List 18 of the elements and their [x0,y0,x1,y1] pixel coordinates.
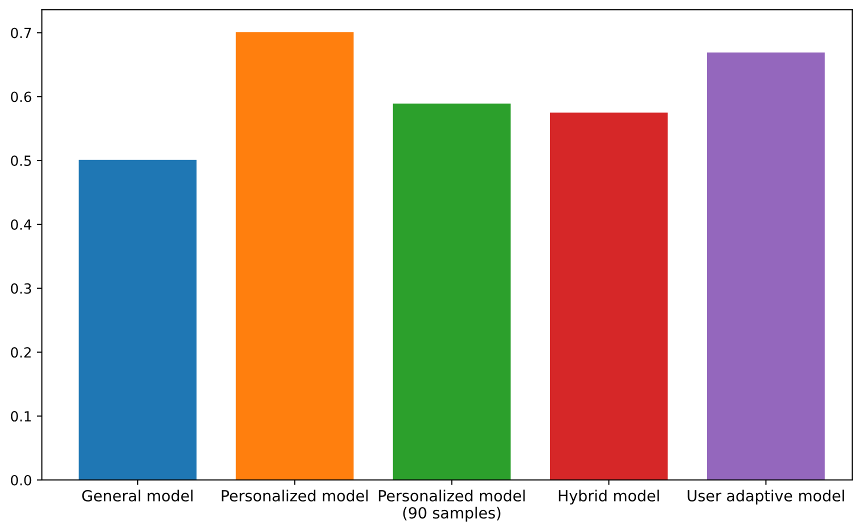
y-tick-label: 0.3 [10,283,32,294]
y-tick-label: 0.4 [10,219,32,230]
y-tick-label: 0.2 [10,347,31,358]
x-tick-label: Personalized model (90 samples) [378,490,525,522]
bar [550,112,668,480]
x-tick-label: General model [82,490,193,502]
y-tick-label: 0.5 [10,155,31,166]
y-tick-label: 0.7 [10,28,31,38]
y-tick-label: 0.0 [10,474,32,486]
bar [392,104,511,480]
x-tick-label: User adaptive model [688,490,844,504]
bar [236,32,354,480]
y-tick-label: 0.1 [10,411,31,422]
bar [707,52,825,480]
x-tick-label: Personalized model [222,490,368,502]
y-tick-label: 0.6 [10,92,32,102]
bar [78,160,197,480]
x-tick-label: Hybrid model [558,490,659,504]
